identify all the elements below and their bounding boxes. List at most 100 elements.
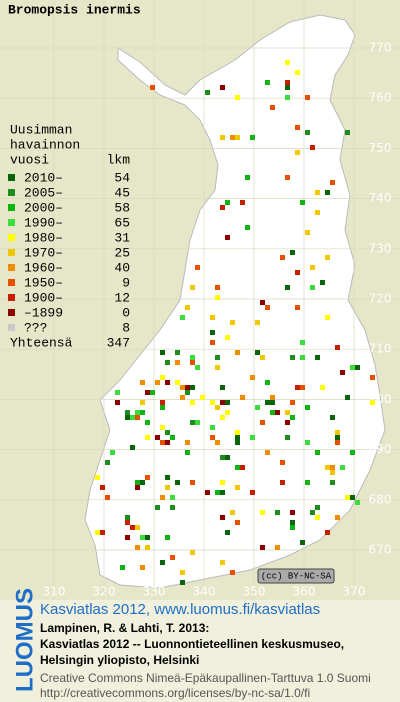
legend-swatch <box>8 279 15 286</box>
record-square <box>345 395 350 400</box>
record-square <box>140 400 145 405</box>
record-square <box>345 495 350 500</box>
record-square <box>190 360 195 365</box>
northing-label: 740 <box>369 191 392 205</box>
legend-column: vuosi <box>10 152 49 167</box>
record-square <box>220 480 225 485</box>
legend-label: 1900– <box>24 290 63 305</box>
record-square <box>145 390 150 395</box>
legend-count: 31 <box>114 230 130 245</box>
record-square <box>245 175 250 180</box>
record-square <box>195 265 200 270</box>
record-square <box>270 400 275 405</box>
record-square <box>270 410 275 415</box>
record-square <box>235 440 240 445</box>
record-square <box>230 510 235 515</box>
record-square <box>320 280 325 285</box>
record-square <box>175 350 180 355</box>
record-square <box>220 490 225 495</box>
record-square <box>315 515 320 520</box>
legend-count: 8 <box>122 320 130 335</box>
record-square <box>285 95 290 100</box>
record-square <box>95 530 100 535</box>
legend-count: 12 <box>114 290 130 305</box>
record-square <box>255 320 260 325</box>
record-square <box>160 375 165 380</box>
legend-label: 1980– <box>24 230 63 245</box>
northing-label: 760 <box>369 91 392 105</box>
record-square <box>180 570 185 575</box>
record-square <box>325 530 330 535</box>
record-square <box>265 380 270 385</box>
record-square <box>310 510 315 515</box>
link[interactable]: Kasviatlas 2012, www.luomus.fi/kasviatla… <box>40 601 320 618</box>
record-square <box>290 510 295 515</box>
record-square <box>170 495 175 500</box>
record-square <box>140 565 145 570</box>
record-square <box>285 285 290 290</box>
record-square <box>335 345 340 350</box>
total-label: Yhteensä <box>10 335 73 350</box>
record-square <box>145 545 150 550</box>
record-square <box>165 485 170 490</box>
record-square <box>105 460 110 465</box>
record-square <box>280 480 285 485</box>
license-badge <box>257 568 335 584</box>
easting-label: 360 <box>293 585 316 599</box>
record-square <box>220 400 225 405</box>
record-square <box>265 450 270 455</box>
legend-label: –1899 <box>24 305 63 320</box>
record-square <box>165 430 170 435</box>
record-square <box>215 405 220 410</box>
record-square <box>220 515 225 520</box>
record-square <box>290 525 295 530</box>
record-square <box>185 450 190 455</box>
record-square <box>285 60 290 65</box>
northing-label: 720 <box>369 292 392 306</box>
record-square <box>295 270 300 275</box>
record-square <box>235 430 240 435</box>
record-square <box>325 315 330 320</box>
record-square <box>330 470 335 475</box>
record-square <box>195 365 200 370</box>
record-square <box>250 435 255 440</box>
record-square <box>280 460 285 465</box>
record-square <box>285 420 290 425</box>
logo: LUOMUS <box>11 588 38 692</box>
easting-label: 350 <box>243 585 266 599</box>
easting-label: 320 <box>93 585 116 599</box>
record-square <box>275 410 280 415</box>
record-square <box>160 425 165 430</box>
record-square <box>260 355 265 360</box>
record-square <box>175 480 180 485</box>
record-square <box>305 480 310 485</box>
record-square <box>230 320 235 325</box>
legend-swatch <box>8 309 15 316</box>
northing-label: 670 <box>369 543 392 557</box>
record-square <box>250 490 255 495</box>
legend-label: 2005– <box>24 185 63 200</box>
record-square <box>330 180 335 185</box>
record-square <box>160 560 165 565</box>
record-square <box>155 505 160 510</box>
record-square <box>210 425 215 430</box>
record-square <box>165 380 170 385</box>
record-square <box>290 520 295 525</box>
record-square <box>260 545 265 550</box>
record-square <box>350 365 355 370</box>
record-square <box>205 490 210 495</box>
record-square <box>165 360 170 365</box>
legend-count: 45 <box>114 185 130 200</box>
record-square <box>215 440 220 445</box>
legend-swatch <box>8 174 15 181</box>
record-square <box>105 495 110 500</box>
record-square <box>325 465 330 470</box>
record-square <box>280 255 285 260</box>
record-square <box>100 530 105 535</box>
record-square <box>350 450 355 455</box>
record-square <box>165 475 170 480</box>
record-square <box>185 440 190 445</box>
record-square <box>220 560 225 565</box>
record-square <box>300 540 305 545</box>
